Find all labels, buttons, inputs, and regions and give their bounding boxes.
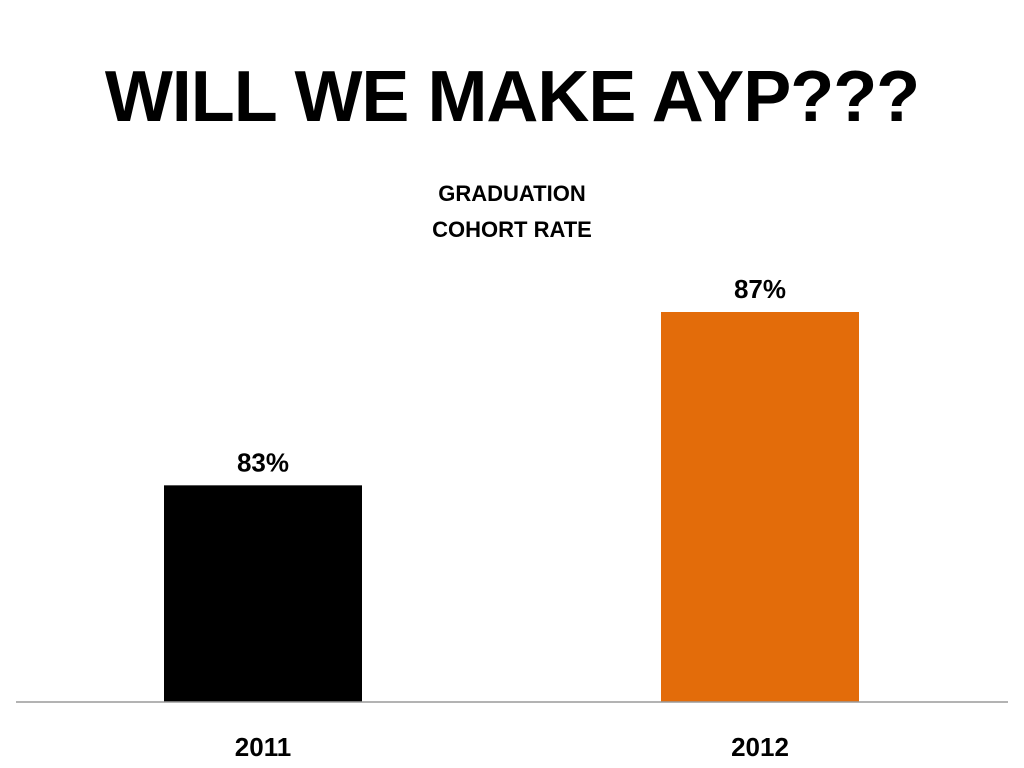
bar-2012 — [661, 312, 859, 702]
x-tick-label-2011: 2011 — [235, 732, 291, 762]
chart-title-line-1: GRADUATION — [438, 181, 586, 206]
data-label-2011: 83% — [237, 447, 289, 477]
chart-title: GRADUATION COHORT RATE — [312, 176, 712, 248]
labels-group: 83% 2011 87% 2012 — [235, 274, 789, 762]
bars-group — [164, 312, 859, 702]
data-label-2012: 87% — [734, 274, 786, 304]
bar-2011 — [164, 485, 362, 702]
x-tick-label-2012: 2012 — [731, 732, 789, 762]
chart-title-line-2: COHORT RATE — [432, 217, 592, 242]
slide-title: WILL WE MAKE AYP??? — [104, 57, 920, 137]
